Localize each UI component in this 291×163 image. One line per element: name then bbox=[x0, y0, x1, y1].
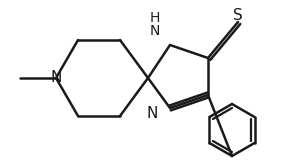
Text: H
N: H N bbox=[150, 11, 160, 38]
Text: N: N bbox=[50, 71, 62, 86]
Text: N: N bbox=[147, 105, 158, 120]
Text: S: S bbox=[233, 8, 243, 23]
